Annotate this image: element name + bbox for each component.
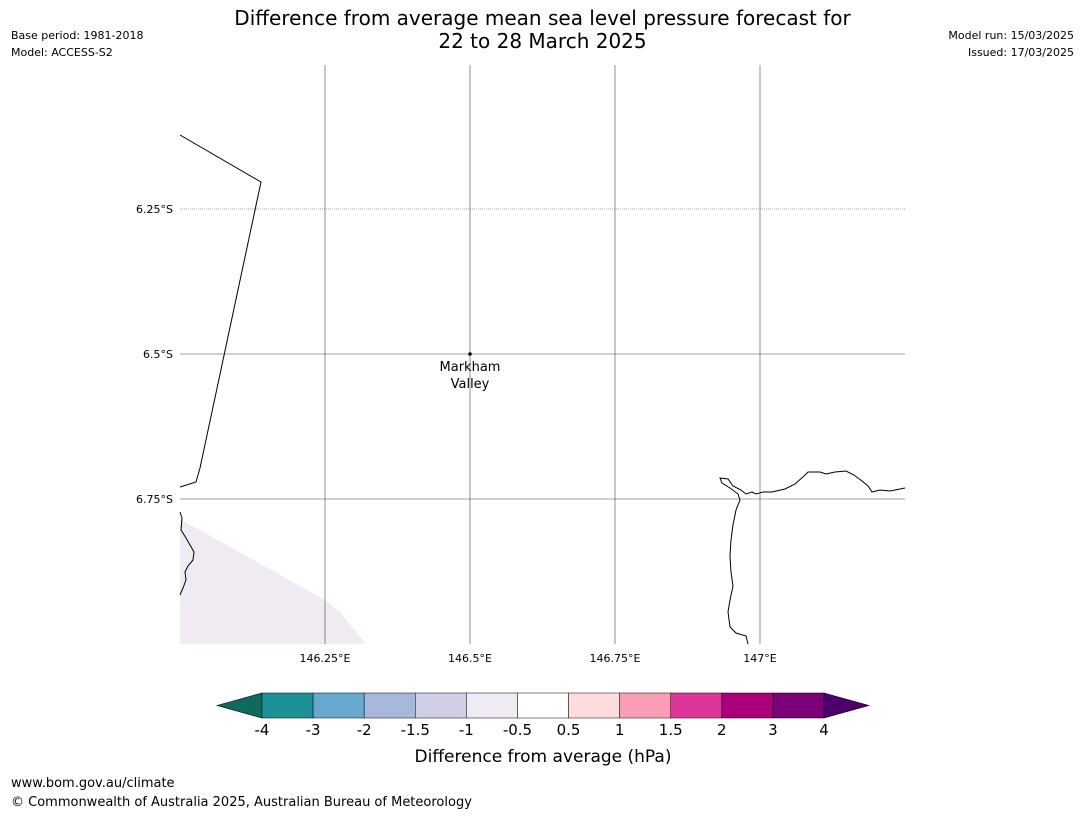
lon-label-146-75: 146.75°E xyxy=(590,652,641,665)
colorbar-tick-label: 3 xyxy=(768,721,778,739)
place-marker xyxy=(468,352,472,356)
colorbar-ticks: -4 -3 -2 -1.5 -1 -0.5 0.5 1 1.5 2 3 4 xyxy=(255,721,829,739)
colorbar-extend-low xyxy=(215,692,263,719)
colorbar-tick-label: -3 xyxy=(306,721,321,739)
colorbar-cells xyxy=(261,692,825,719)
colorbar-tick-label: 1 xyxy=(615,721,625,739)
colorbar-cell xyxy=(568,692,620,719)
model-text: Model: ACCESS-S2 xyxy=(11,46,113,59)
coastlines xyxy=(179,134,906,645)
colorbar-cell xyxy=(670,692,723,719)
lat-label-6-25: 6.25°S xyxy=(136,203,173,216)
lon-label-146-5: 146.5°E xyxy=(448,652,492,665)
footer-url: www.bom.gov.au/climate xyxy=(11,776,175,791)
header-right: Model run: 15/03/2025 Issued: 17/03/2025 xyxy=(948,27,1074,61)
colorbar-cell xyxy=(415,692,467,719)
lon-label-147: 147°E xyxy=(743,652,776,665)
colorbar-tick-label: -1 xyxy=(459,721,474,739)
place-label-line-2: Valley xyxy=(451,377,490,392)
base-period-text: Base period: 1981-2018 xyxy=(11,29,144,42)
colorbar-cell xyxy=(466,692,518,719)
colorbar-tick-label: 0.5 xyxy=(557,721,581,739)
colorbar-tick-label: -0.5 xyxy=(503,721,532,739)
footer-copyright: © Commonwealth of Australia 2025, Austra… xyxy=(11,795,472,810)
page-title: Difference from average mean sea level p… xyxy=(180,7,905,53)
lat-label-6-5: 6.5°S xyxy=(143,348,173,361)
colorbar-cell xyxy=(772,692,825,719)
model-run-text: Model run: 15/03/2025 xyxy=(948,29,1074,42)
colorbar-tick-label: 4 xyxy=(819,721,829,739)
coastline-southwest xyxy=(179,511,195,596)
graticule xyxy=(180,65,905,644)
colorbar-cell xyxy=(363,692,416,719)
coastline-southeast xyxy=(719,470,906,645)
header-left: Base period: 1981-2018 Model: ACCESS-S2 xyxy=(11,27,143,61)
colorbar-tick-label: 2 xyxy=(717,721,727,739)
title-line-1: Difference from average mean sea level p… xyxy=(234,6,851,30)
colorbar-extend-high xyxy=(823,692,871,719)
colorbar-label: Difference from average (hPa) xyxy=(415,747,672,767)
colorbar-cell xyxy=(517,692,569,719)
issued-text: Issued: 17/03/2025 xyxy=(967,46,1074,59)
shaded-region xyxy=(180,519,366,644)
colorbar-tick-label: -1.5 xyxy=(401,721,430,739)
colorbar-tick-label: -2 xyxy=(357,721,372,739)
colorbar-cell xyxy=(312,692,365,719)
colorbar-cell xyxy=(619,692,671,719)
colorbar: -4 -3 -2 -1.5 -1 -0.5 0.5 1 1.5 2 3 4 xyxy=(215,692,871,739)
lat-label-6-75: 6.75°S xyxy=(136,493,173,506)
lon-label-146-25: 146.25°E xyxy=(300,652,351,665)
colorbar-tick-label: -4 xyxy=(255,721,270,739)
colorbar-cell xyxy=(721,692,774,719)
colorbar-tick-label: 1.5 xyxy=(659,721,683,739)
place-label-line-1: Markham xyxy=(440,360,501,375)
boundary-line-west xyxy=(179,134,262,488)
colorbar-cell xyxy=(261,692,314,719)
title-line-2: 22 to 28 March 2025 xyxy=(438,29,647,53)
